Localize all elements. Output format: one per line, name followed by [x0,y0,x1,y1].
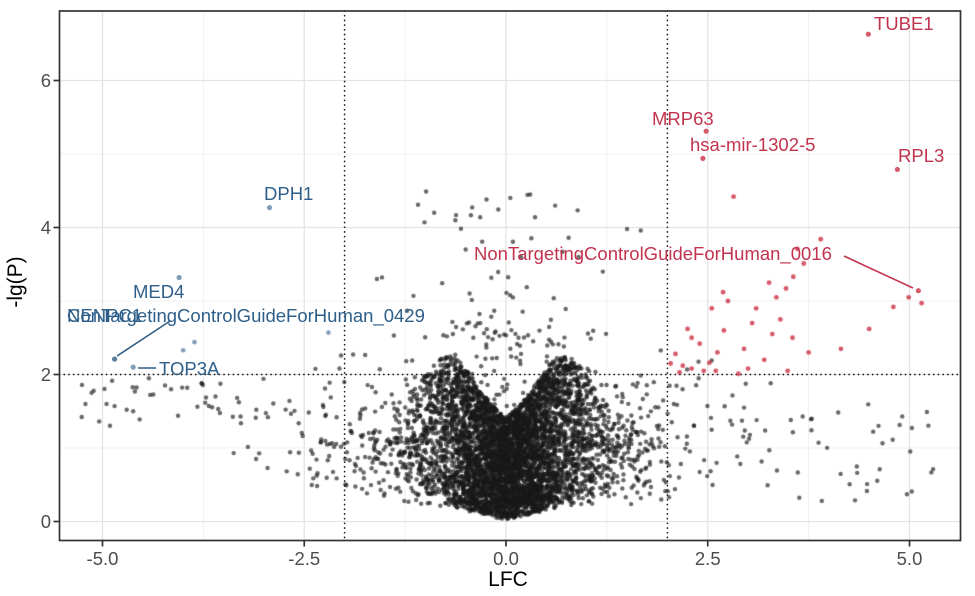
point-hsa-mir-1302-5 [700,155,706,162]
point-NonTargetingControlGuideForHuman_0016 [915,288,921,294]
point-TUBE1 [865,31,871,37]
gene-label-DPH1: DPH1 [264,183,313,204]
panel-border [58,10,962,542]
x-tick-label: 5.0 [897,548,923,569]
x-tick-label: 0.0 [493,548,519,569]
gene-label-NonTargetingControlGuideForHuman_0016: NonTargetingControlGuideForHuman_0016 [474,243,832,265]
x-tick-label: 2.5 [695,548,721,569]
y-tick-label: 6 [41,70,51,91]
label-leader-line [116,320,171,357]
y-tick-label: 0 [41,511,51,532]
y-tick-label: 4 [41,217,51,238]
x-tick-label: -5.0 [87,548,119,569]
y-axis-title: -lg(P) [4,256,27,307]
point-DPH1 [266,205,273,211]
x-tick-label: -2.5 [288,548,320,569]
gene-label-RPL3: RPL3 [898,145,944,166]
gene-label-NonTargetingControlGuideForHuman_0429: NonTargetingControlGuideForHuman_0429 [67,305,425,327]
label-leader-line [843,255,914,289]
point-MED4 [176,274,182,281]
point-RPL3 [894,166,900,173]
point-NonTargetingControlGuideForHuman_0429 [112,356,118,362]
gene-label-hsa-mir-1302-5: hsa-mir-1302-5 [690,134,815,155]
gene-label-MRP63: MRP63 [652,108,714,129]
x-axis-title: LFC [488,568,528,591]
gene-label-TUBE1: TUBE1 [874,13,934,34]
gene-label-MED4: MED4 [133,281,184,302]
point-MRP63 [703,128,709,134]
point-TOP3A [130,364,136,370]
gene-label-TOP3A: TOP3A [159,358,220,379]
y-tick-label: 2 [41,364,51,385]
gene-label-CENPC1: CENPC1 [67,305,142,326]
